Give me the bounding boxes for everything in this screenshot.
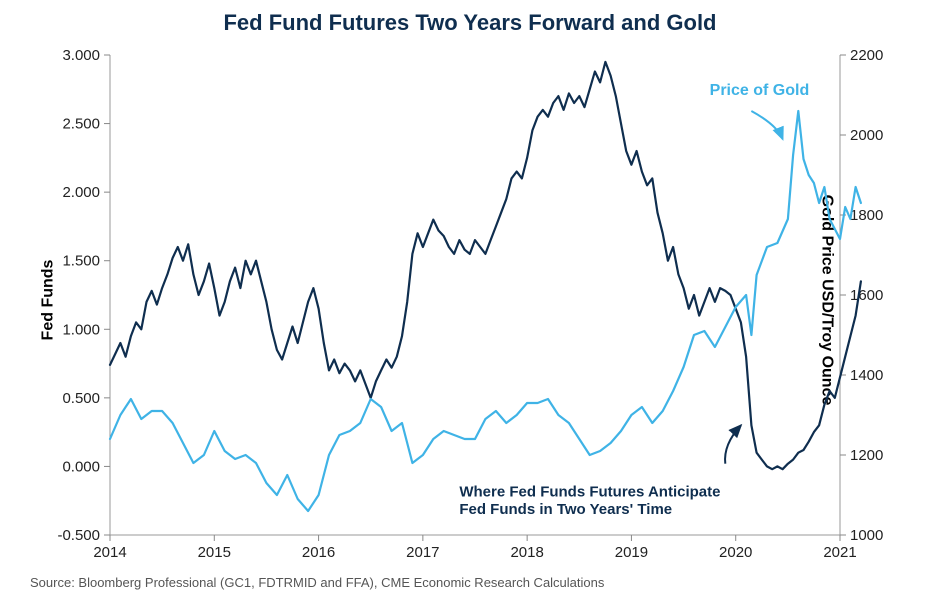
x-tick-label: 2017 [406, 544, 439, 561]
y1-tick-label: 1.000 [62, 321, 100, 338]
y1-tick-label: 0.000 [62, 458, 100, 475]
y2-tick-label: 1400 [850, 367, 883, 384]
y1-tick-label: 1.500 [62, 253, 100, 270]
annotation-arrow-gold-label [751, 111, 782, 139]
annotation-ff-label: Where Fed Funds Futures AnticipateFed Fu… [459, 484, 720, 518]
x-tick-label: 2018 [510, 544, 543, 561]
y2-tick-label: 2000 [850, 127, 883, 144]
y1-tick-label: 2.000 [62, 184, 100, 201]
x-tick-label: 2014 [93, 544, 126, 561]
source-caption: Source: Bloomberg Professional (GC1, FDT… [30, 575, 604, 590]
annotation-arrow-ff-label [725, 425, 741, 463]
y1-tick-label: -0.500 [57, 527, 100, 544]
y2-tick-label: 2200 [850, 47, 883, 64]
x-tick-label: 2019 [615, 544, 648, 561]
y2-tick-label: 1000 [850, 527, 883, 544]
y2-tick-label: 1800 [850, 207, 883, 224]
x-tick-label: 2020 [719, 544, 752, 561]
y1-tick-label: 0.500 [62, 390, 100, 407]
y1-tick-label: 2.500 [62, 116, 100, 133]
x-tick-label: 2016 [302, 544, 335, 561]
y2-tick-label: 1600 [850, 287, 883, 304]
y2-tick-label: 1200 [850, 447, 883, 464]
x-tick-label: 2021 [823, 544, 856, 561]
plot-svg: -0.500 0.000 0.500 1.000 1.500 2.000 2.500 3.00… [0, 0, 940, 600]
chart-container: Fed Fund Futures Two Years Forward and G… [0, 0, 940, 600]
series-gold_price [110, 111, 861, 511]
y1-tick-label: 3.000 [62, 47, 100, 64]
annotation-gold-label: Price of Gold [710, 82, 810, 99]
series-fed_funds_2y_fwd [110, 62, 861, 469]
x-tick-label: 2015 [198, 544, 231, 561]
